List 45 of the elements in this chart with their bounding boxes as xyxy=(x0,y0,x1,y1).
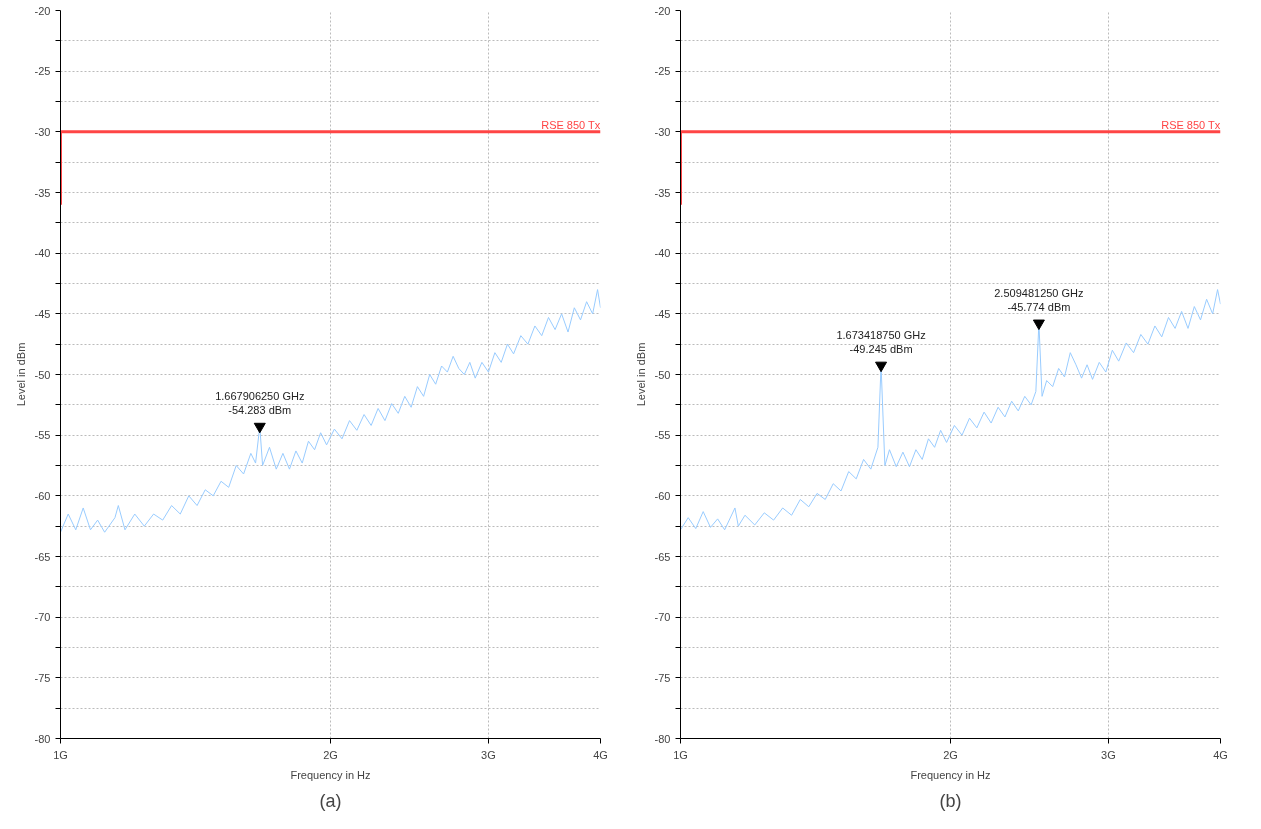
y-tick-label: -20 xyxy=(34,4,51,17)
y-tick-label: -35 xyxy=(654,186,671,199)
x-axis-title: Frequency in Hz xyxy=(910,768,991,781)
y-axis-title: Level in dBm xyxy=(14,342,27,407)
x-tick-label: 4G xyxy=(593,748,608,761)
x-tick-label: 3G xyxy=(1101,748,1116,761)
y-tick-label: -80 xyxy=(654,732,671,745)
y-tick-label: -45 xyxy=(654,307,671,320)
y-tick-label: -50 xyxy=(34,368,51,381)
x-tick-label: 1G xyxy=(53,748,68,761)
y-tick-label: -70 xyxy=(654,611,671,624)
y-tick-label: -80 xyxy=(34,732,51,745)
y-tick-label: -25 xyxy=(34,65,51,78)
y-tick-label: -70 xyxy=(34,611,51,624)
y-axis-title: Level in dBm xyxy=(634,342,647,407)
annotation: 1.667906250 GHz -54.283 dBm xyxy=(215,390,305,417)
y-tick-label: -60 xyxy=(34,489,51,502)
text: (b) xyxy=(939,790,962,811)
y-tick-label: -60 xyxy=(654,489,671,502)
annotation: 2.509481250 GHz -45.774 dBm xyxy=(994,287,1084,314)
y-tick-label: -40 xyxy=(34,247,51,260)
y-tick-label: -20 xyxy=(654,4,671,17)
x-tick-label: 4G xyxy=(1213,748,1228,761)
y-tick-label: -75 xyxy=(34,671,51,684)
y-tick-label: -50 xyxy=(654,368,671,381)
x-axis-title: Frequency in Hz xyxy=(290,768,371,781)
series-label: RSE 850 Tx xyxy=(541,118,601,131)
y-tick-label: -40 xyxy=(654,247,671,260)
x-tick-label: 3G xyxy=(481,748,496,761)
y-tick-label: -75 xyxy=(654,671,671,684)
y-tick-label: -55 xyxy=(34,429,51,442)
x-tick-label: 2G xyxy=(323,748,338,761)
x-tick-label: 2G xyxy=(943,748,958,761)
y-tick-label: -55 xyxy=(654,429,671,442)
y-tick-label: -35 xyxy=(34,186,51,199)
y-tick-label: -25 xyxy=(654,65,671,78)
y-tick-label: -30 xyxy=(654,125,671,138)
y-tick-label: -30 xyxy=(34,125,51,138)
y-tick-label: -45 xyxy=(34,307,51,320)
x-tick-label: 1G xyxy=(673,748,688,761)
y-tick-label: -65 xyxy=(34,550,51,563)
y-tick-label: -65 xyxy=(654,550,671,563)
annotation: 1.673418750 GHz -49.245 dBm xyxy=(836,329,926,356)
series-label: RSE 850 Tx xyxy=(1161,118,1221,131)
text: (a) xyxy=(319,790,342,811)
